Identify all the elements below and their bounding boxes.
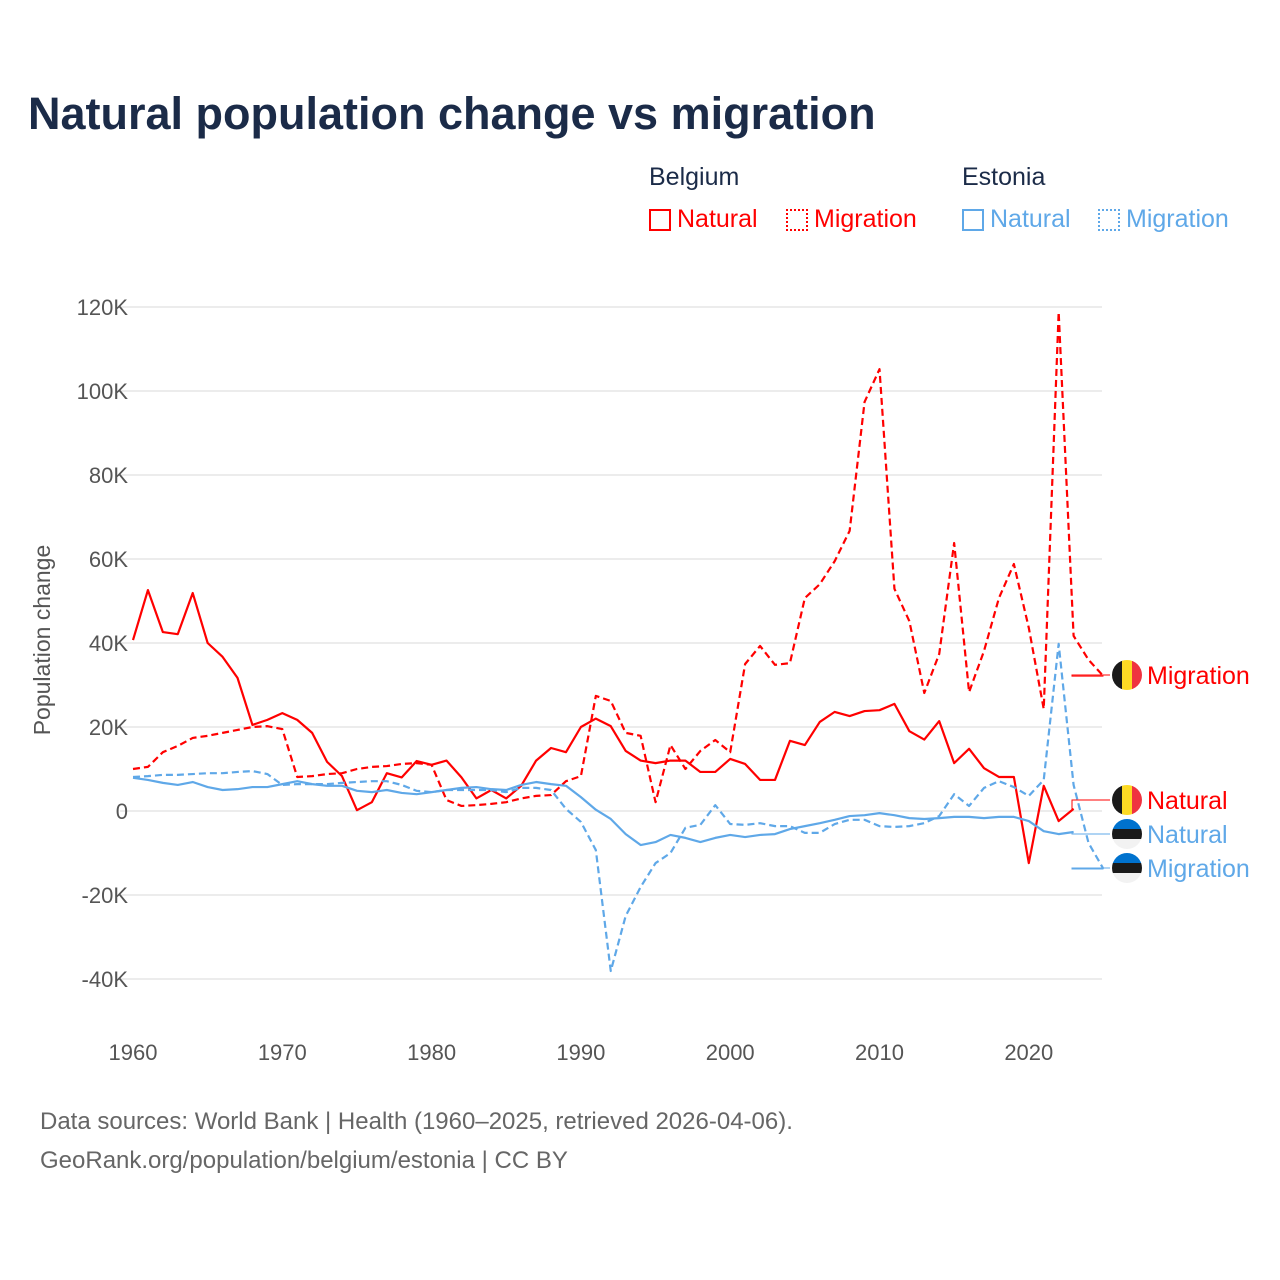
legend-belgium-migration[interactable]: Migration <box>786 205 917 234</box>
y-tick-label: -40K <box>82 967 129 992</box>
x-tick-label: 2000 <box>706 1040 755 1065</box>
label-connector <box>1071 674 1110 677</box>
series-line-estonia-migration <box>132 642 1105 973</box>
series-end-label: Natural <box>1147 821 1228 849</box>
footer-sources: Data sources: World Bank | Health (1960–… <box>40 1108 793 1135</box>
series-line-belgium-migration <box>132 310 1105 808</box>
y-tick-label: -20K <box>82 883 129 908</box>
legend-swatch-dotted <box>1098 208 1120 231</box>
y-tick-label: 120K <box>77 295 129 320</box>
x-tick-label: 2020 <box>1004 1040 1053 1065</box>
belgium-flag-icon <box>1112 660 1142 690</box>
x-tick-label: 1960 <box>109 1040 158 1065</box>
label-connector <box>1071 867 1110 870</box>
legend-belgium-natural[interactable]: Natural <box>649 205 758 234</box>
legend-estonia-migration[interactable]: Migration <box>1098 205 1229 234</box>
series-end-label: Migration <box>1147 855 1250 883</box>
legend-swatch-dotted <box>786 208 808 231</box>
series-line-belgium-natural <box>131 588 1075 865</box>
footer-attribution[interactable]: GeoRank.org/population/belgium/estonia |… <box>40 1147 568 1174</box>
legend-swatch-solid <box>649 208 671 231</box>
legend-swatch-solid <box>962 208 984 231</box>
y-tick-label: 0 <box>116 799 128 824</box>
y-tick-label: 60K <box>89 547 128 572</box>
estonia-flag-icon <box>1112 819 1142 849</box>
series-end-label: Migration <box>1147 662 1250 690</box>
series-end-label: Natural <box>1147 787 1228 815</box>
y-tick-label: 40K <box>89 631 128 656</box>
y-tick-label: 100K <box>77 379 129 404</box>
y-tick-label: 80K <box>89 463 128 488</box>
legend-estonia-natural[interactable]: Natural <box>962 205 1071 234</box>
legend-label: Natural <box>990 205 1071 233</box>
x-tick-label: 2010 <box>855 1040 904 1065</box>
x-tick-label: 1990 <box>556 1040 605 1065</box>
chart-title: Natural population change vs migration <box>28 88 876 139</box>
legend-group-estonia: Estonia <box>962 163 1046 191</box>
legend-label: Natural <box>677 205 758 233</box>
series-line-estonia-natural <box>132 776 1074 847</box>
x-tick-label: 1980 <box>407 1040 456 1065</box>
legend-group-belgium: Belgium <box>649 163 740 191</box>
y-tick-label: 20K <box>89 715 128 740</box>
belgium-flag-icon <box>1112 785 1142 815</box>
estonia-flag-icon <box>1112 853 1142 883</box>
label-connector <box>1071 831 1110 835</box>
label-connector <box>1071 799 1110 810</box>
x-tick-label: 1970 <box>258 1040 307 1065</box>
legend-label: Migration <box>1126 205 1229 233</box>
y-axis-label: Population change <box>29 545 55 736</box>
legend-label: Migration <box>814 205 917 233</box>
